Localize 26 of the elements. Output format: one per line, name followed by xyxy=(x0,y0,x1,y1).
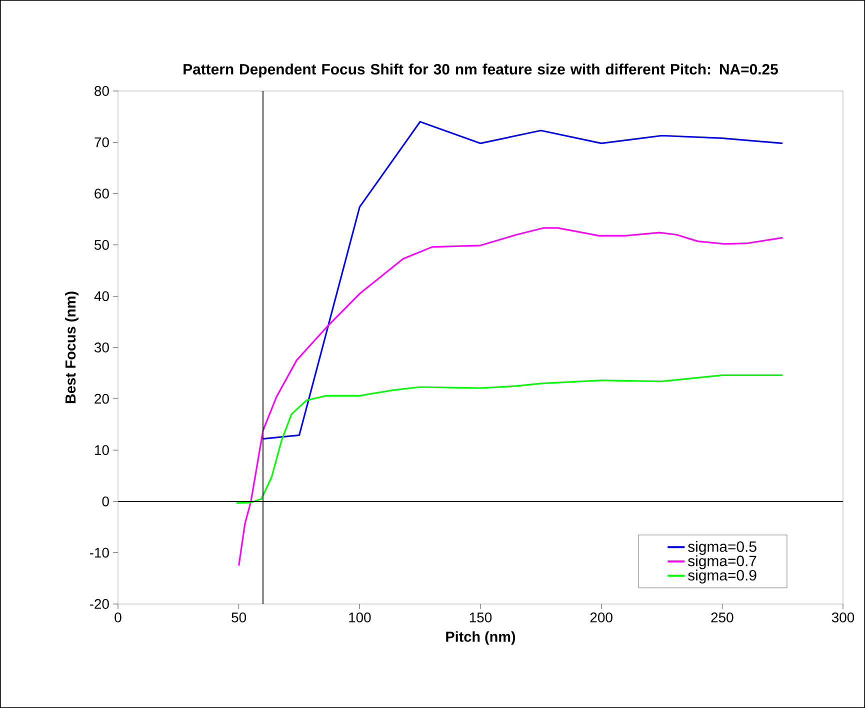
y-tick-label: 70 xyxy=(94,137,109,148)
y-tick-label: 20 xyxy=(94,394,109,404)
x-tick-label: 100 xyxy=(349,612,371,622)
x-tick-label: 200 xyxy=(590,612,612,622)
y-tick-label: 30 xyxy=(94,342,109,352)
line-series xyxy=(262,120,784,440)
y-tick-label: 40 xyxy=(94,291,109,302)
y-tick-label: 0 xyxy=(102,496,109,506)
x-tick-label: 300 xyxy=(832,612,854,622)
x-tick-label: 250 xyxy=(711,612,734,622)
y-tick-label: -10 xyxy=(90,548,109,558)
x-axis-title: Pitch (nm) xyxy=(446,631,516,645)
x-tick-label: 0 xyxy=(114,612,122,622)
chart-title: Pattern Dependent Focus Shift for 30 nm feature size with different Pitch: NA=0.25 xyxy=(184,64,778,78)
y-tick-label: 60 xyxy=(94,188,109,199)
y-axis-title: Best Focus (nm) xyxy=(65,292,78,404)
legend-label: sigma=0.9 xyxy=(688,570,756,584)
x-tick-label: 50 xyxy=(232,612,246,622)
y-tick-label: -20 xyxy=(90,599,109,609)
legend-label: sigma=0.5 xyxy=(688,540,756,555)
y-tick-label: 80 xyxy=(94,86,109,96)
y-tick-label: 10 xyxy=(95,445,109,456)
legend-label: sigma=0.7 xyxy=(688,555,756,570)
y-tick-label: 50 xyxy=(94,240,109,250)
line-series xyxy=(236,374,784,504)
x-tick-label: 150 xyxy=(470,612,492,622)
